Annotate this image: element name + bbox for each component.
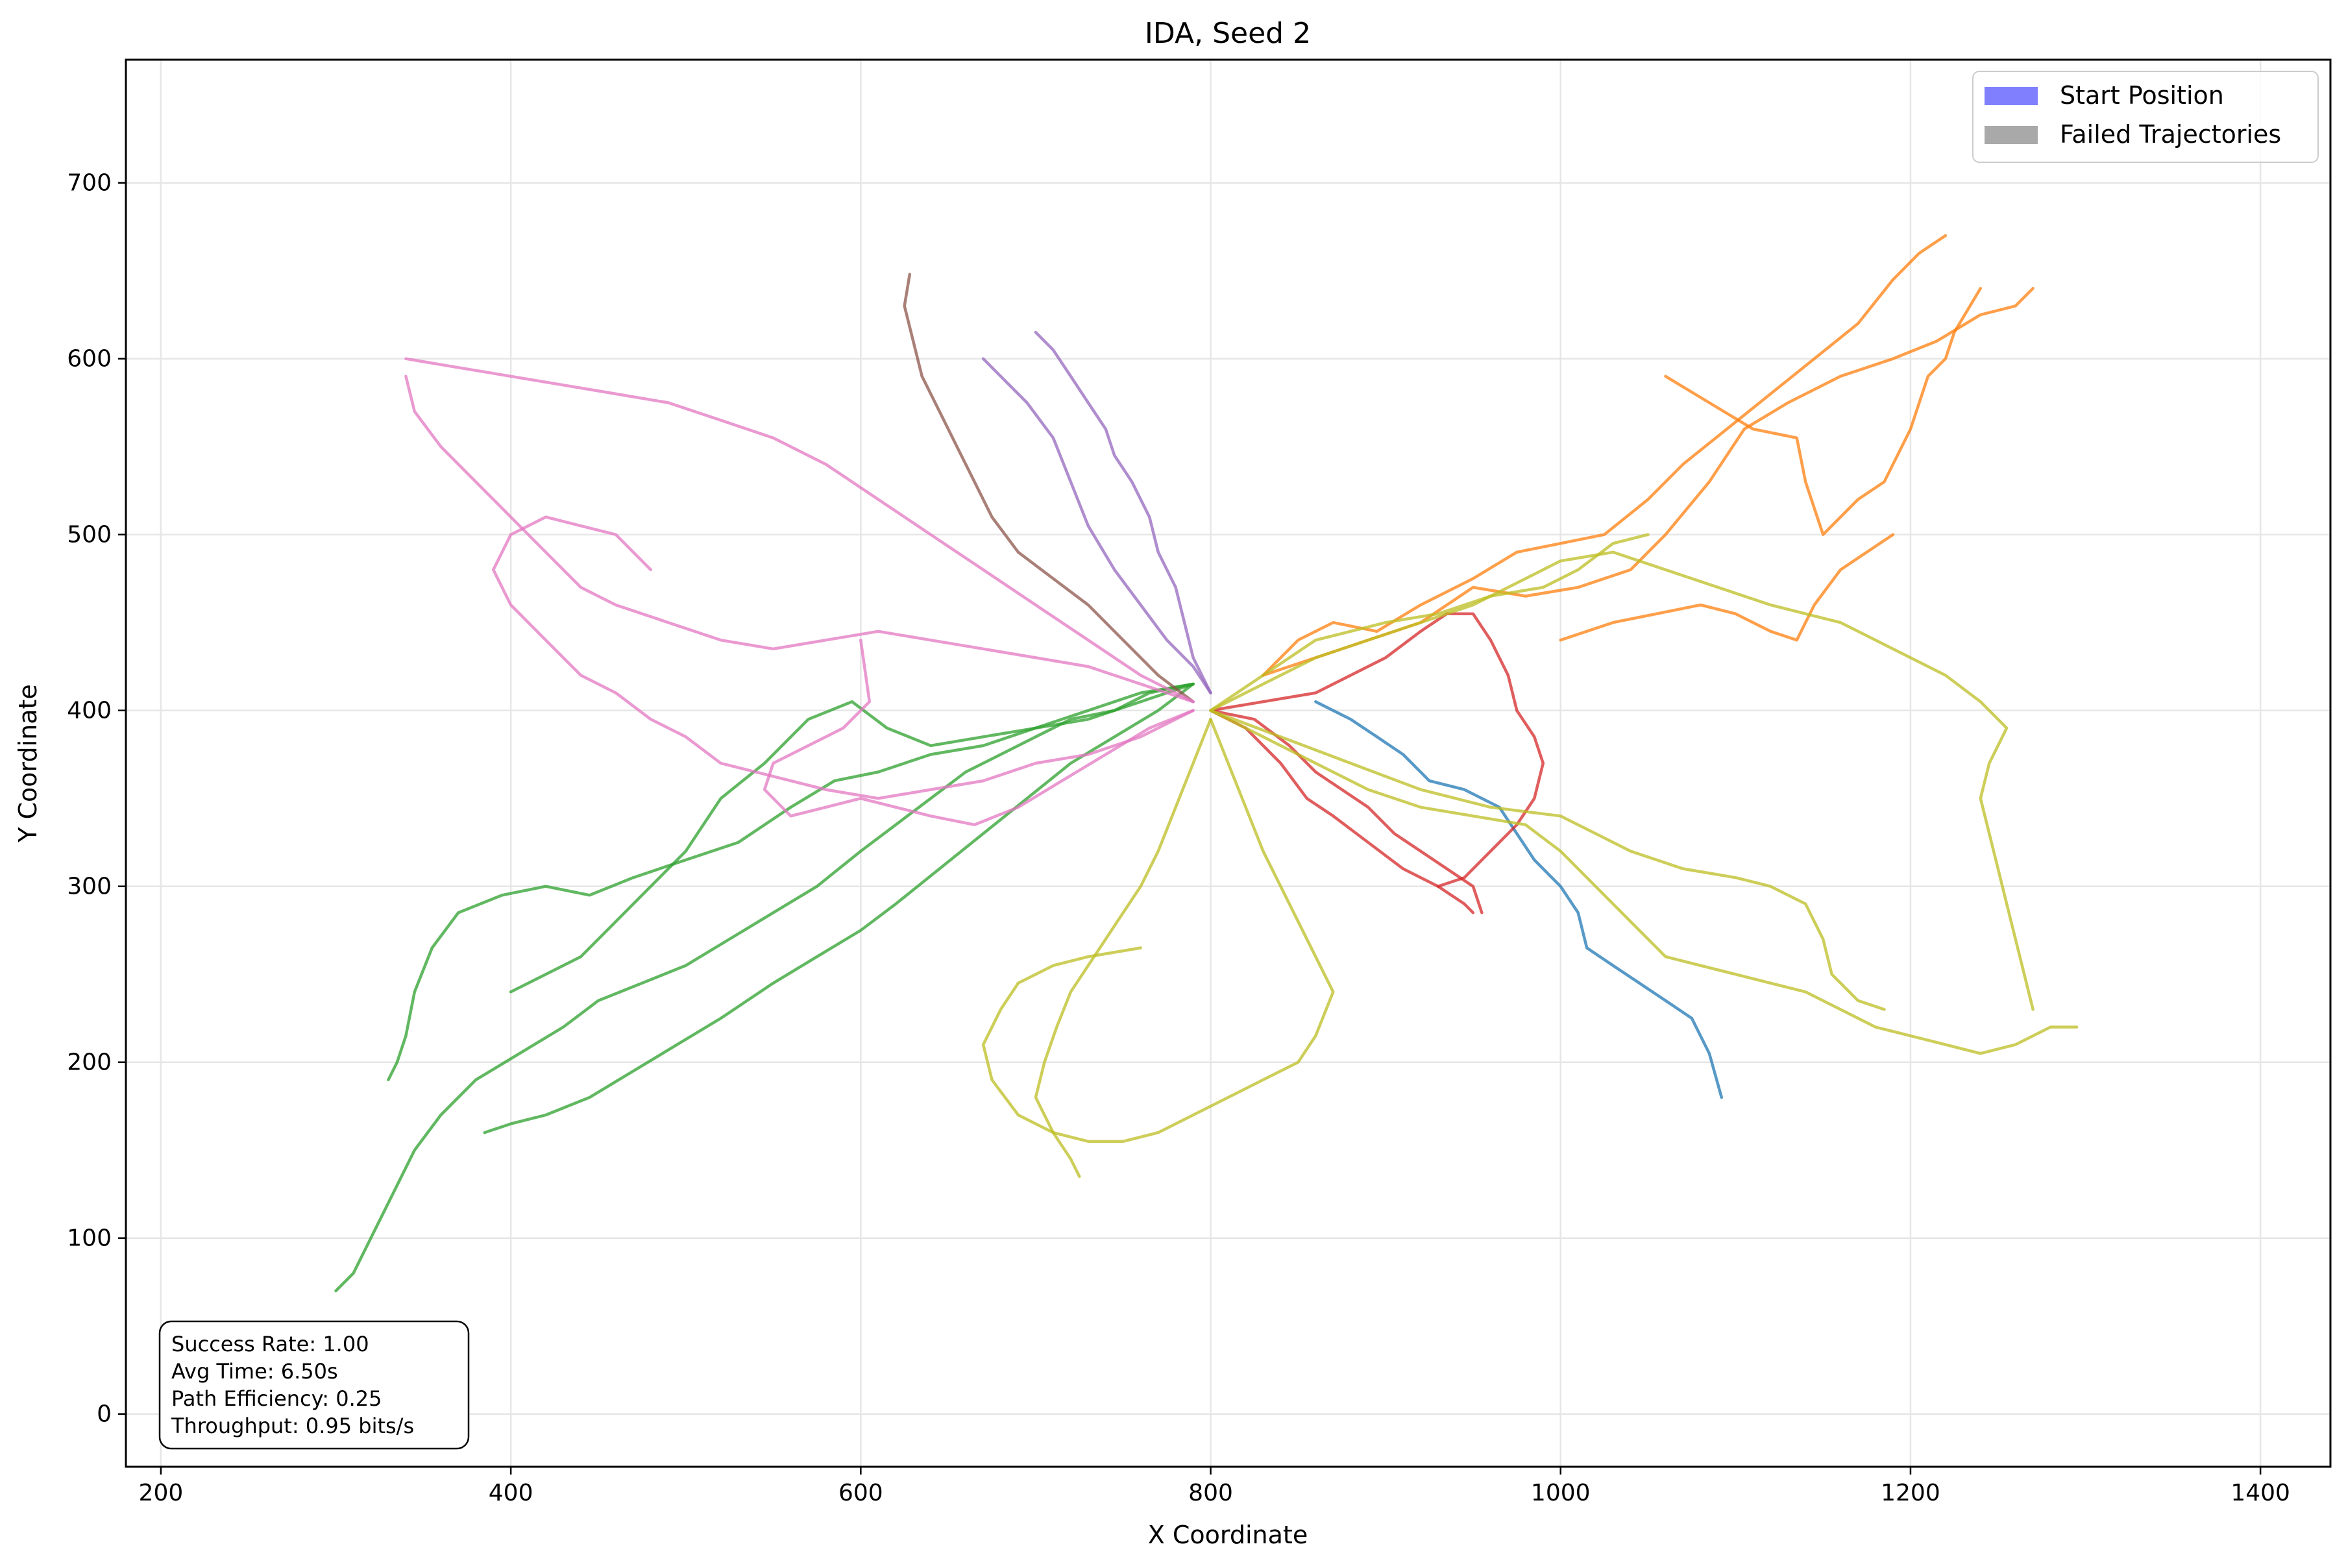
legend-swatch-failed-trajectories <box>1985 126 2038 144</box>
trajectory-line-6 <box>387 682 1195 1082</box>
legend-swatch-start-position <box>1985 87 2038 105</box>
trajectory-line-19 <box>1034 718 1212 1179</box>
y-tick-label: 100 <box>67 1225 112 1252</box>
trajectory-line-24 <box>1209 533 1650 712</box>
x-axis-label: X Coordinate <box>1148 1521 1308 1549</box>
legend: Start Position Failed Trajectories <box>1972 71 2319 163</box>
trajectory-line-8 <box>509 682 1195 994</box>
ticks: 200 400 600 800 1000 1200 1400 0 100 200 300 400 500… <box>67 170 2290 1506</box>
legend-label-start-position: Start Position <box>2060 81 2224 110</box>
legend-label-failed-trajectories: Failed Trajectories <box>2060 120 2281 149</box>
stats-avg-time: Avg Time: 6.50s <box>171 1359 338 1384</box>
trajectory-line-21 <box>1209 709 2079 1055</box>
trajectory-line-0 <box>1314 700 1724 1099</box>
trajectory-line-17 <box>491 515 1195 800</box>
grid <box>126 60 2330 1467</box>
y-tick-label: 300 <box>67 874 112 900</box>
trajectory-line-7 <box>483 682 1195 1134</box>
y-tick-label: 400 <box>67 698 112 724</box>
y-tick-label: 200 <box>67 1049 112 1076</box>
trajectory-line-22 <box>1209 550 2034 1011</box>
stats-path-efficiency: Path Efficiency: 0.25 <box>171 1386 382 1411</box>
stats-box: Success Rate: 1.00 Avg Time: 6.50s Path … <box>158 1320 470 1450</box>
stats-success-rate: Success Rate: 1.00 <box>171 1332 369 1356</box>
y-axis-label: Y Coordinate <box>14 684 42 843</box>
x-tick-label: 200 <box>139 1480 184 1506</box>
trajectory-line-1 <box>1262 234 1948 677</box>
trajectory-line-4 <box>1559 533 1895 642</box>
x-tick-label: 400 <box>489 1480 533 1506</box>
series-layer <box>334 234 2079 1293</box>
chart-title: IDA, Seed 2 <box>1145 17 1311 50</box>
trajectory-line-5 <box>334 682 1195 1293</box>
x-tick-label: 1200 <box>1881 1480 1940 1506</box>
stats-box-frame <box>158 1320 470 1450</box>
trajectory-line-3 <box>1664 287 1983 536</box>
trajectory-line-18 <box>763 639 1195 827</box>
y-tick-label: 0 <box>97 1401 112 1428</box>
trajectory-line-12 <box>1034 330 1212 694</box>
trajectory-line-20 <box>981 718 1335 1143</box>
trajectory-line-11 <box>1209 709 1475 914</box>
y-tick-label: 500 <box>67 522 112 548</box>
trajectory-line-16 <box>404 374 1195 704</box>
trajectory-line-10 <box>1209 612 1545 888</box>
x-tick-label: 600 <box>838 1480 883 1506</box>
plot-frame <box>125 58 2332 1468</box>
stats-throughput: Throughput: 0.95 bits/s <box>171 1414 414 1438</box>
trajectory-line-23 <box>1209 709 1886 1011</box>
trajectory-line-13 <box>981 357 1212 694</box>
x-tick-label: 800 <box>1188 1480 1233 1506</box>
trajectory-line-14 <box>903 273 1195 704</box>
y-tick-label: 700 <box>67 170 112 197</box>
legend-box <box>1972 71 2319 163</box>
x-tick-label: 1000 <box>1531 1480 1591 1506</box>
x-tick-label: 1400 <box>2230 1480 2290 1506</box>
y-tick-label: 600 <box>67 346 112 373</box>
trajectory-line-15 <box>404 357 1195 704</box>
